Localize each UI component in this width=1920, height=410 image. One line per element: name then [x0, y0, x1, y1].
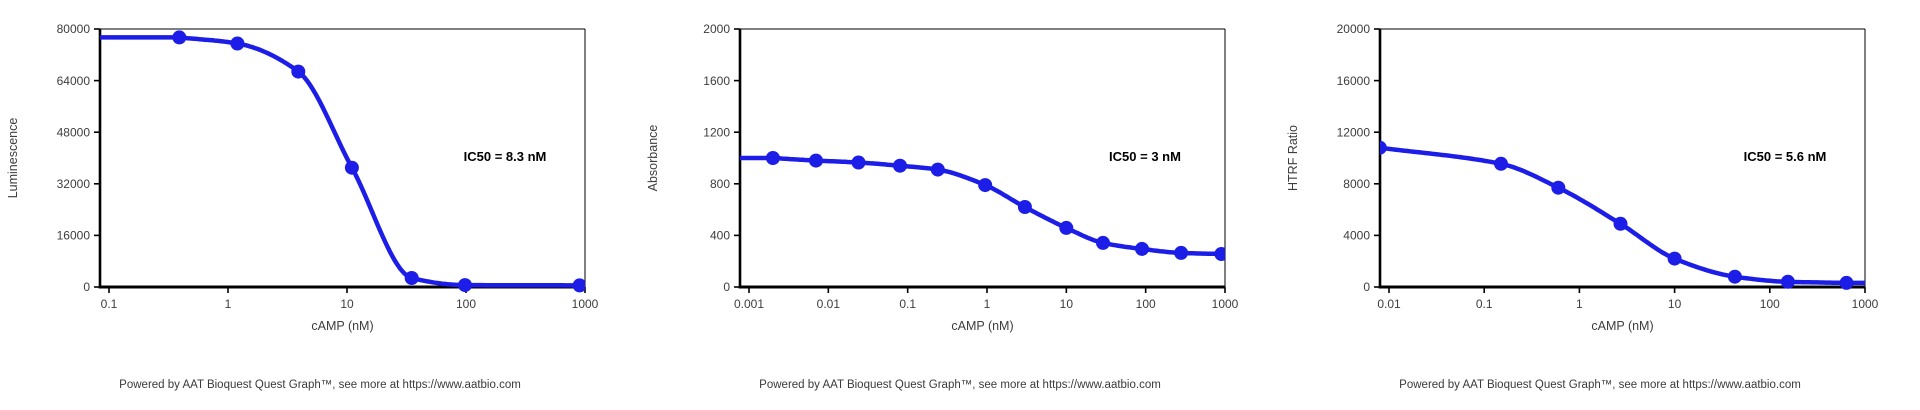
- data-point-marker: [1214, 247, 1225, 261]
- x-tick-label: 1: [225, 297, 232, 311]
- y-tick-label: 800: [710, 177, 730, 191]
- data-point-marker: [1059, 220, 1074, 235]
- y-tick-label: 16000: [1337, 74, 1371, 88]
- ic50-annotation: IC50 = 5.6 nM: [1744, 149, 1827, 164]
- y-tick-label: 1200: [703, 125, 730, 139]
- data-point-marker: [1613, 216, 1628, 231]
- x-tick-label: 100: [456, 297, 476, 311]
- data-point-marker: [1780, 274, 1795, 289]
- x-tick-label: 10: [340, 297, 354, 311]
- attribution-text: Powered by AAT Bioquest Quest Graph™, se…: [1399, 379, 1801, 391]
- luminescence-dose-response-chart: 0 16000 32000 48000 64000 80000 0.1 1 10 100 1000 c…: [6, 22, 599, 333]
- data-point-marker: [1174, 245, 1189, 260]
- data-point-marker: [1017, 200, 1032, 214]
- y-tick-label: 20000: [1337, 22, 1371, 36]
- y-tick-label: 2000: [703, 22, 730, 36]
- y-tick-label: 4000: [1343, 229, 1370, 243]
- attribution-text: Powered by AAT Bioquest Quest Graph™, se…: [759, 379, 1161, 391]
- data-point-marker: [1135, 241, 1149, 256]
- data-point-marker: [1551, 180, 1566, 195]
- x-tick-label: 1000: [572, 297, 599, 311]
- data-point-marker: [404, 271, 419, 285]
- y-tick-label: 32000: [57, 177, 91, 191]
- x-tick-label: 0.1: [101, 297, 118, 311]
- x-axis-title: cAMP (nM): [311, 319, 373, 333]
- data-point-marker: [1839, 275, 1854, 290]
- data-point-marker: [572, 278, 585, 293]
- y-tick-label: 80000: [57, 22, 91, 36]
- y-tick-label: 0: [1363, 280, 1370, 294]
- fit-curve: [740, 155, 1225, 257]
- x-axis-title: cAMP (nM): [951, 319, 1013, 333]
- data-point-marker: [1727, 269, 1742, 284]
- y-axis-title: Luminescence: [6, 118, 20, 199]
- absorbance-dose-response-chart: 0 400 800 1200 1600 2000 0.001 0.01 0.1 1 10 100 100…: [646, 22, 1239, 333]
- x-tick-label: 0.01: [1377, 297, 1401, 311]
- y-tick-label: 1600: [703, 74, 730, 88]
- chart-panel-absorbance: 0 400 800 1200 1600 2000 0.001 0.01 0.1 1 10 100 100…: [640, 0, 1280, 410]
- x-tick-label: 0.001: [734, 297, 764, 311]
- x-tick-label: 1000: [1212, 297, 1239, 311]
- data-point-marker: [851, 155, 866, 170]
- data-point-marker: [458, 278, 472, 293]
- x-tick-label: 1: [984, 297, 991, 311]
- y-axis-title: HTRF Ratio: [1286, 125, 1300, 191]
- data-point-marker: [978, 178, 993, 193]
- chart-panel-luminescence: 0 16000 32000 48000 64000 80000 0.1 1 10 100 1000 c…: [0, 0, 640, 410]
- data-point-marker: [344, 160, 359, 175]
- fit-curve: [1380, 145, 1865, 286]
- chart-panel-htrf-ratio: 0 4000 8000 12000 16000 20000 0.01 0.1 1 10 100 100…: [1280, 0, 1920, 410]
- data-point-marker: [765, 151, 780, 165]
- x-tick-label: 1: [1576, 297, 1583, 311]
- data-point-marker: [1494, 156, 1508, 171]
- y-tick-label: 16000: [57, 229, 91, 243]
- x-tick-label: 0.1: [899, 297, 916, 311]
- attribution-text: Powered by AAT Bioquest Quest Graph™, se…: [119, 379, 521, 391]
- ic50-annotation: IC50 = 8.3 nM: [464, 149, 547, 164]
- data-point-marker: [930, 162, 945, 177]
- x-tick-label: 0.01: [817, 297, 841, 311]
- ic50-annotation: IC50 = 3 nM: [1109, 149, 1181, 164]
- x-tick-label: 1000: [1852, 297, 1879, 311]
- y-tick-label: 0: [723, 280, 730, 294]
- y-tick-label: 400: [710, 229, 730, 243]
- y-tick-label: 64000: [57, 74, 91, 88]
- data-point-marker: [1096, 235, 1110, 250]
- y-tick-label: 8000: [1343, 177, 1370, 191]
- y-tick-label: 12000: [1337, 125, 1371, 139]
- y-tick-label: 0: [83, 280, 90, 294]
- x-tick-label: 100: [1136, 297, 1156, 311]
- x-axis-title: cAMP (nM): [1591, 319, 1653, 333]
- data-point-marker: [291, 64, 306, 79]
- data-point-marker: [809, 153, 823, 168]
- y-axis-title: Absorbance: [646, 125, 660, 192]
- data-point-marker: [1667, 251, 1682, 266]
- x-tick-label: 10: [1060, 297, 1074, 311]
- data-point-marker: [893, 158, 907, 173]
- data-point-marker: [230, 36, 245, 51]
- y-tick-label: 48000: [57, 125, 91, 139]
- x-tick-label: 100: [1760, 297, 1780, 311]
- htrf-ratio-dose-response-chart: 0 4000 8000 12000 16000 20000 0.01 0.1 1 10 100 100…: [1286, 22, 1879, 333]
- x-tick-label: 10: [1668, 297, 1682, 311]
- data-point-marker: [172, 30, 187, 45]
- data-point-marker: [1380, 140, 1387, 155]
- x-tick-label: 0.1: [1476, 297, 1493, 311]
